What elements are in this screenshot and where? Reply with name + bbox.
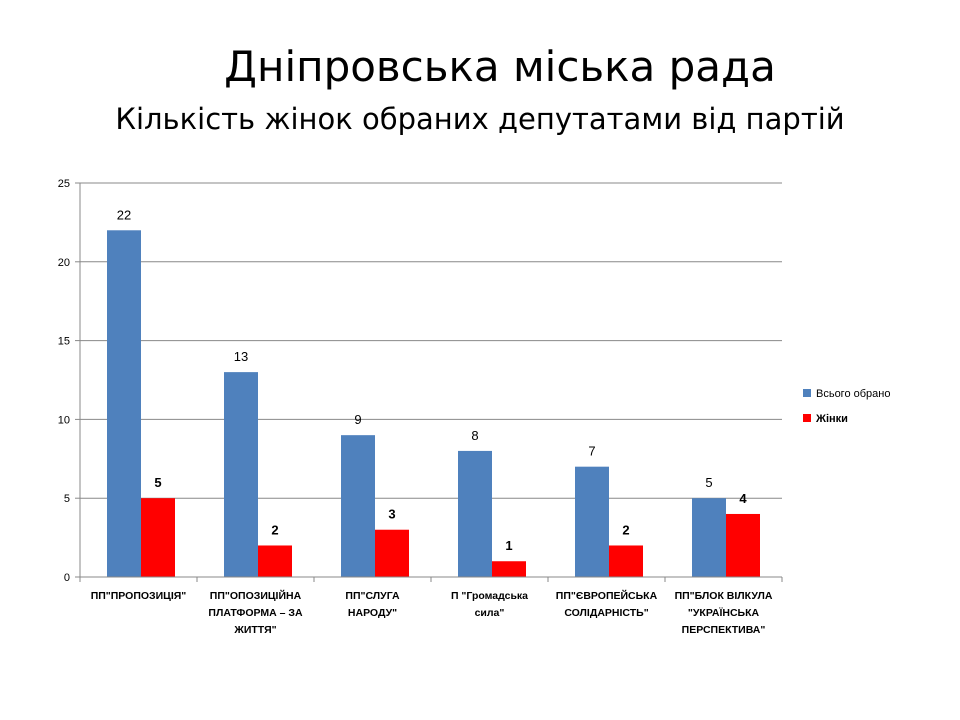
y-tick-label: 0 [64, 572, 70, 584]
x-category-label: П "Громадська сила" [451, 590, 528, 619]
x-category-label-line: ПП"ОПОЗИЦІЙНА [210, 589, 302, 602]
chart-subtitle: Кількість жінок обраних депутатами від п… [115, 102, 845, 136]
data-label: 5 [154, 475, 161, 490]
x-category-label: ПП"ОПОЗИЦІЙНА ПЛАТФОРМА – ЗА ЖИТТЯ" [208, 589, 303, 636]
data-label: 2 [271, 522, 278, 537]
y-tick-label: 15 [58, 336, 70, 348]
data-label: 5 [705, 475, 712, 490]
x-category-label: ПП"БЛОК ВІЛКУЛА "УКРАЇНСЬКА ПЕРСПЕКТИВА" [675, 590, 773, 636]
legend-label: Жінки [815, 413, 848, 425]
x-category-label: ПП"ПРОПОЗИЦІЯ" [91, 590, 187, 602]
x-category-label-line: ПП"СЛУГА [345, 590, 400, 602]
bar-total [341, 435, 375, 577]
data-label: 13 [234, 349, 248, 364]
data-label: 22 [117, 207, 131, 222]
x-category-label-line: ПП"ЄВРОПЕЙСЬКА [556, 589, 658, 602]
data-label: 9 [354, 412, 361, 427]
data-label: 4 [739, 491, 747, 506]
y-tick-label: 5 [64, 493, 70, 505]
y-tick-label: 20 [58, 257, 70, 269]
x-category-label-line: НАРОДУ" [348, 607, 397, 619]
bar-women [141, 498, 175, 577]
bar-women [375, 529, 409, 577]
x-category-label-line: ПЕРСПЕКТИВА" [682, 624, 766, 636]
x-category-label-line: П "Громадська [451, 590, 528, 602]
x-category-label-line: сила" [475, 607, 505, 619]
x-category-label: ПП"СЛУГА НАРОДУ" [345, 590, 400, 619]
x-category-label-line: ПЛАТФОРМА – ЗА [208, 607, 303, 619]
legend-swatch [803, 414, 811, 422]
data-label: 2 [622, 522, 629, 537]
x-category-label-line: ПП"ПРОПОЗИЦІЯ" [91, 590, 187, 602]
data-label: 3 [388, 507, 395, 522]
x-category-label-line: "УКРАЇНСЬКА [688, 606, 760, 619]
x-category-label-line: ПП"БЛОК ВІЛКУЛА [675, 590, 773, 602]
y-tick-label: 25 [58, 178, 70, 190]
y-tick-label: 10 [58, 414, 70, 426]
legend-swatch [803, 389, 811, 397]
bar-women [609, 545, 643, 577]
legend-label: Всього обрано [816, 388, 890, 400]
bar-women [492, 561, 526, 577]
data-label: 8 [471, 428, 478, 443]
bar-women [258, 545, 292, 577]
bar-total [458, 450, 492, 577]
bar-women [726, 513, 760, 577]
data-label: 1 [505, 538, 512, 553]
x-category-label: ПП"ЄВРОПЕЙСЬКА СОЛІДАРНІСТЬ" [556, 589, 658, 619]
x-category-label-line: СОЛІДАРНІСТЬ" [564, 607, 648, 619]
x-category-label-line: ЖИТТЯ" [233, 624, 276, 636]
bar-total [692, 498, 726, 577]
bar-total [575, 466, 609, 577]
data-label: 7 [588, 444, 595, 459]
bar-total [107, 230, 141, 577]
bar-total [224, 372, 258, 577]
chart-title: Дніпровська міська рада [224, 42, 776, 91]
